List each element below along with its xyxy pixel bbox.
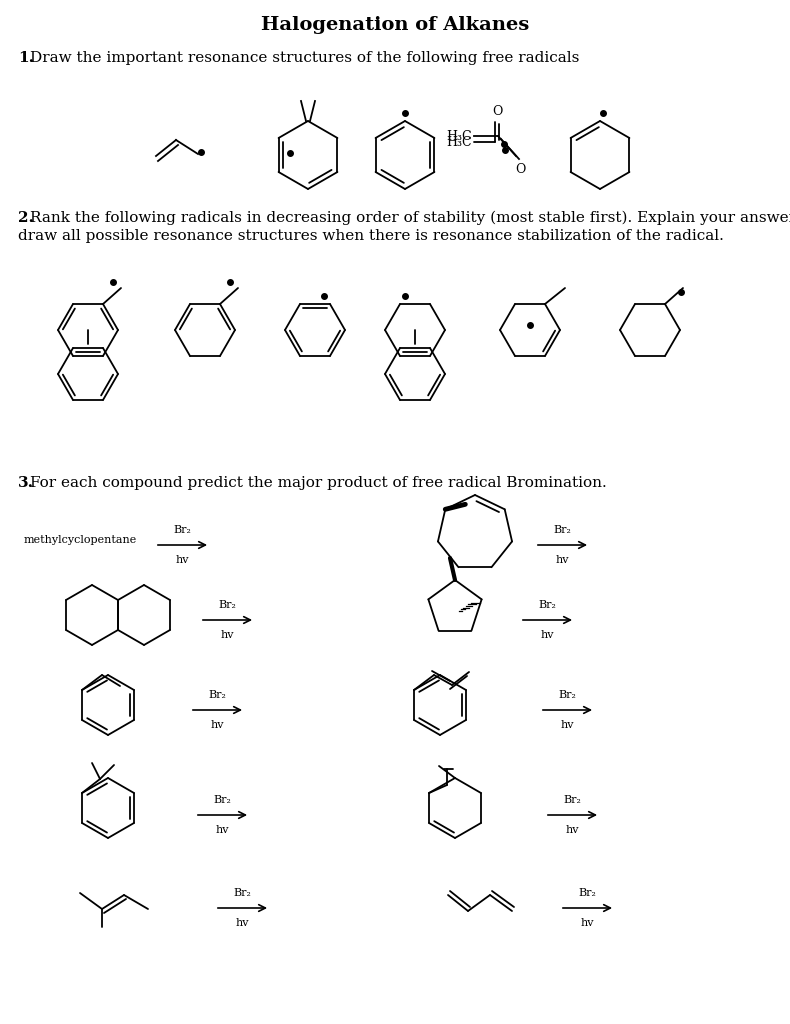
Text: 2.: 2. — [18, 211, 34, 225]
Text: Br₂: Br₂ — [174, 525, 191, 535]
Text: Br₂: Br₂ — [219, 600, 236, 610]
Text: H₃C: H₃C — [446, 129, 472, 142]
Text: hv: hv — [561, 720, 574, 730]
Text: hv: hv — [216, 825, 229, 835]
Text: hv: hv — [220, 630, 235, 640]
Text: H₃C: H₃C — [446, 135, 472, 148]
Text: 3.: 3. — [18, 476, 34, 490]
Text: Draw the important resonance structures of the following free radicals: Draw the important resonance structures … — [30, 51, 579, 65]
Text: Br₂: Br₂ — [539, 600, 556, 610]
Text: O: O — [515, 163, 525, 176]
Text: hv: hv — [566, 825, 579, 835]
Text: hv: hv — [235, 918, 250, 928]
Text: hv: hv — [581, 918, 594, 928]
Text: Br₂: Br₂ — [209, 690, 227, 700]
Text: Br₂: Br₂ — [559, 690, 577, 700]
Text: Halogenation of Alkanes: Halogenation of Alkanes — [261, 16, 529, 34]
Text: O: O — [492, 105, 502, 118]
Text: Br₂: Br₂ — [578, 888, 596, 898]
Text: hv: hv — [211, 720, 224, 730]
Text: methylcyclopentane: methylcyclopentane — [24, 535, 137, 545]
Text: 1.: 1. — [18, 51, 34, 65]
Text: hv: hv — [540, 630, 555, 640]
Text: draw all possible resonance structures when there is resonance stabilization of : draw all possible resonance structures w… — [18, 229, 724, 243]
Text: Br₂: Br₂ — [234, 888, 251, 898]
Text: Br₂: Br₂ — [554, 525, 571, 535]
Text: hv: hv — [555, 555, 570, 565]
Text: Rank the following radicals in decreasing order of stability (most stable first): Rank the following radicals in decreasin… — [30, 211, 790, 225]
Text: Br₂: Br₂ — [563, 795, 581, 805]
Text: Br₂: Br₂ — [213, 795, 231, 805]
Text: hv: hv — [175, 555, 190, 565]
Text: For each compound predict the major product of free radical Bromination.: For each compound predict the major prod… — [30, 476, 607, 490]
